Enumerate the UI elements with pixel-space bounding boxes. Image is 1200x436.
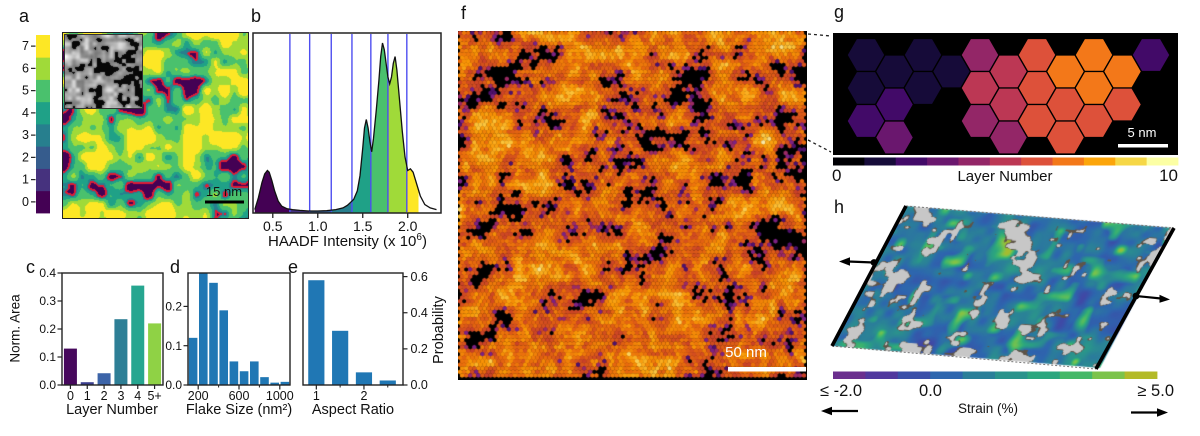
svg-text:1: 1 — [22, 173, 29, 187]
svg-text:1: 1 — [313, 389, 320, 403]
svg-text:0.6: 0.6 — [411, 270, 428, 284]
svg-text:200: 200 — [188, 389, 209, 403]
panel-d-label: d — [170, 257, 181, 277]
svg-text:5+: 5+ — [147, 389, 161, 403]
panel-g-hexmap — [807, 33, 1179, 166]
svg-text:0.2: 0.2 — [411, 342, 428, 356]
svg-text:4: 4 — [134, 389, 141, 403]
panel-e-xlabel: Aspect Ratio — [311, 402, 395, 418]
panel-b-xlabel-suffix: ) — [421, 233, 427, 250]
panel-b-xlabel: HAADF Intensity (x 106) — [250, 232, 445, 250]
svg-text:1.0: 1.0 — [308, 218, 328, 234]
svg-text:2.0: 2.0 — [398, 218, 418, 234]
panel-b-chart: 0.5 1.0 1.5 2.0 — [252, 32, 442, 234]
svg-text:2: 2 — [360, 389, 367, 403]
svg-text:1000: 1000 — [266, 389, 294, 403]
svg-text:600: 600 — [229, 389, 250, 403]
svg-text:0.4: 0.4 — [39, 266, 56, 280]
svg-text:0.1: 0.1 — [165, 339, 182, 353]
svg-text:0.2: 0.2 — [165, 300, 182, 314]
panel-f-scalebar-text: 50 nm — [725, 344, 767, 361]
panel-h-colorbar-label: Strain (%) — [957, 401, 1018, 416]
svg-text:0: 0 — [22, 195, 29, 209]
panel-h-overlay — [821, 205, 1176, 417]
panel-b-xlabel-superscript: 6 — [416, 232, 422, 243]
panel-a-colorbar: 0 1 2 3 4 5 6 7 — [22, 35, 50, 214]
panel-g-label: g — [834, 2, 845, 22]
svg-text:0.0: 0.0 — [165, 378, 182, 392]
panel-e-right-ylabel: Probability — [431, 296, 447, 364]
svg-text:0.4: 0.4 — [411, 306, 428, 320]
svg-text:3: 3 — [117, 389, 124, 403]
svg-text:3: 3 — [22, 128, 29, 142]
panel-c-chart: 0.0 0.1 0.2 0.3 0.4 0 1 2 3 4 5+ — [39, 266, 164, 403]
panel-h-strain-sheet-image — [818, 194, 1188, 384]
svg-text:0.1: 0.1 — [39, 350, 56, 364]
panel-a-scalebar — [205, 200, 244, 204]
panel-g-colorbar-tick-max: 10 — [1159, 166, 1178, 185]
svg-text:4: 4 — [22, 106, 29, 120]
panel-h-label: h — [834, 197, 845, 217]
panel-c-label: c — [26, 257, 35, 277]
panel-a-scalebar-text: 15 nm — [205, 184, 243, 199]
panel-e-chart: 1 2 0.0 0.2 0.4 0.6 — [302, 270, 428, 403]
svg-text:7: 7 — [22, 39, 29, 53]
panel-d-chart: 0.0 0.1 0.2 200 600 1000 — [165, 272, 294, 403]
panel-a-label: a — [19, 6, 30, 26]
panel-e-label: e — [288, 257, 299, 277]
panel-h-colorbar-tick-right: ≥ 5.0 — [1137, 382, 1174, 400]
svg-text:2: 2 — [101, 389, 108, 403]
panel-d-xlabel: Flake Size (nm²) — [185, 402, 293, 418]
svg-text:0.0: 0.0 — [411, 378, 428, 392]
svg-text:2: 2 — [22, 150, 29, 164]
svg-text:0: 0 — [67, 389, 74, 403]
svg-text:1.5: 1.5 — [353, 218, 373, 234]
svg-text:0.0: 0.0 — [39, 378, 56, 392]
svg-text:1: 1 — [84, 389, 91, 403]
panel-b-xlabel-prefix: HAADF Intensity (x 10 — [268, 233, 417, 250]
panel-g-colorbar-label: Layer Number — [957, 168, 1053, 185]
panel-h-colorbar-tick-left: ≤ -2.0 — [820, 382, 863, 400]
svg-text:5: 5 — [22, 84, 29, 98]
panel-g-scalebar-text: 5 nm — [1127, 125, 1157, 140]
panel-b-label: b — [251, 6, 262, 26]
panel-f-label: f — [461, 3, 467, 23]
panel-c-xlabel: Layer Number — [66, 402, 158, 418]
panel-h-colorbar-tick-mid: 0.0 — [919, 382, 942, 400]
panel-c-ylabel: Norm. Area — [7, 294, 23, 363]
svg-text:6: 6 — [22, 61, 29, 75]
panel-f-scalebar — [728, 367, 806, 372]
panel-f-hexagon-map-image — [458, 31, 807, 380]
svg-text:0.2: 0.2 — [39, 322, 56, 336]
svg-text:0.5: 0.5 — [263, 218, 283, 234]
panel-a-haadf-inset-image — [64, 34, 143, 109]
svg-text:0.3: 0.3 — [39, 294, 56, 308]
panel-g-colorbar-tick-min: 0 — [832, 166, 842, 185]
